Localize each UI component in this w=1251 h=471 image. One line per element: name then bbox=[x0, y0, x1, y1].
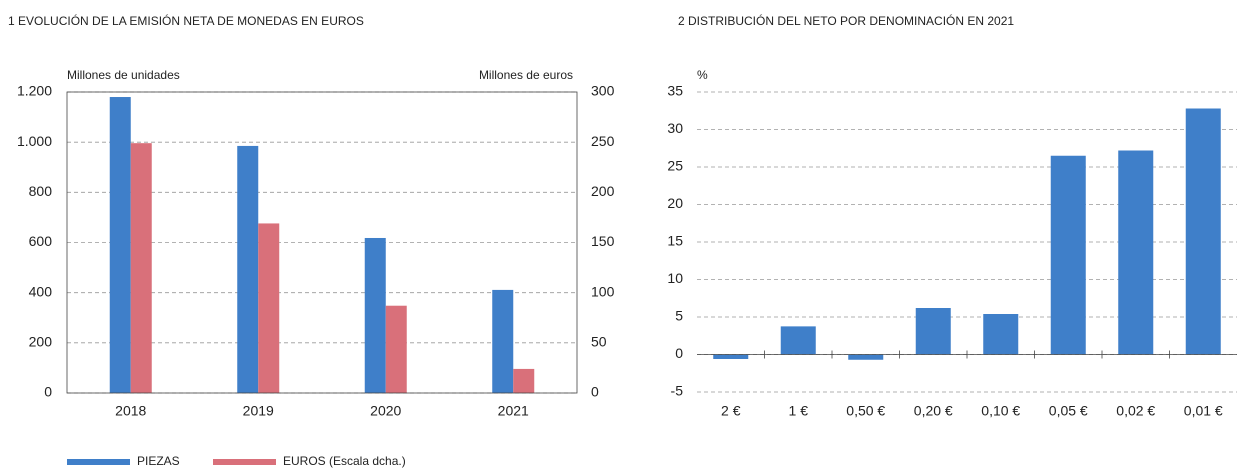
y-tick-label: 0 bbox=[44, 384, 52, 400]
y-tick-label: 1.200 bbox=[17, 83, 52, 99]
y-tick-label: 400 bbox=[29, 283, 53, 299]
x-tick-label: 2 € bbox=[721, 403, 741, 419]
x-tick-label: 0,50 € bbox=[846, 403, 885, 419]
bar bbox=[109, 97, 131, 394]
legend-label: EUROS (Escala dcha.) bbox=[283, 454, 406, 468]
bar bbox=[915, 308, 951, 355]
bar bbox=[1185, 108, 1221, 355]
x-tick-label: 2021 bbox=[498, 403, 529, 419]
y-axis-label: Millones de unidades bbox=[67, 68, 180, 82]
bar bbox=[237, 145, 259, 393]
bar bbox=[258, 223, 280, 393]
x-tick-label: 2019 bbox=[243, 403, 274, 419]
y-tick-label: 600 bbox=[29, 233, 53, 249]
y-tick-label: 800 bbox=[29, 183, 53, 199]
y2-tick-label: 50 bbox=[591, 334, 607, 350]
y-tick-label: 30 bbox=[667, 120, 683, 136]
y-tick-label: 25 bbox=[667, 158, 683, 174]
y-tick-label: 0 bbox=[675, 345, 683, 361]
y-tick-label: 15 bbox=[667, 233, 683, 249]
bar bbox=[385, 305, 407, 393]
bar bbox=[513, 368, 535, 393]
plot-frame bbox=[66, 91, 578, 394]
y-tick-label: 35 bbox=[667, 83, 683, 99]
y2-axis-label: Millones de euros bbox=[479, 68, 573, 82]
bar bbox=[983, 314, 1019, 355]
x-tick-label: 1 € bbox=[789, 403, 809, 419]
legend-swatch bbox=[213, 459, 276, 465]
x-tick-label: 0,05 € bbox=[1049, 403, 1088, 419]
bar bbox=[780, 326, 816, 355]
y2-tick-label: 100 bbox=[591, 283, 615, 299]
bar bbox=[492, 289, 514, 393]
bar bbox=[848, 354, 884, 360]
chart-title: 1 EVOLUCIÓN DE LA EMISIÓN NETA DE MONEDA… bbox=[8, 13, 364, 28]
bar bbox=[713, 354, 749, 359]
y2-tick-label: 0 bbox=[591, 384, 599, 400]
bar bbox=[130, 143, 152, 393]
y2-tick-label: 150 bbox=[591, 233, 615, 249]
legend-swatch bbox=[67, 459, 130, 465]
legend-label: PIEZAS bbox=[137, 454, 180, 468]
y-tick-label: -5 bbox=[671, 383, 684, 399]
y-tick-label: 200 bbox=[29, 334, 53, 350]
x-tick-label: 2018 bbox=[115, 403, 146, 419]
bar bbox=[1118, 150, 1154, 355]
x-tick-label: 0,10 € bbox=[981, 403, 1020, 419]
y2-tick-label: 250 bbox=[591, 133, 615, 149]
y-axis-label: % bbox=[697, 68, 708, 82]
y-tick-label: 10 bbox=[667, 270, 683, 286]
bar bbox=[364, 237, 386, 393]
x-tick-label: 2020 bbox=[370, 403, 401, 419]
y-tick-label: 1.000 bbox=[17, 133, 52, 149]
y2-tick-label: 200 bbox=[591, 183, 615, 199]
y2-tick-label: 300 bbox=[591, 83, 615, 99]
chart-title: 2 DISTRIBUCIÓN DEL NETO POR DENOMINACIÓN… bbox=[678, 13, 1014, 28]
bar bbox=[1050, 155, 1086, 355]
x-tick-label: 0,01 € bbox=[1184, 403, 1223, 419]
x-tick-label: 0,02 € bbox=[1116, 403, 1155, 419]
y-tick-label: 20 bbox=[667, 195, 683, 211]
y-tick-label: 5 bbox=[675, 308, 683, 324]
x-tick-label: 0,20 € bbox=[914, 403, 953, 419]
